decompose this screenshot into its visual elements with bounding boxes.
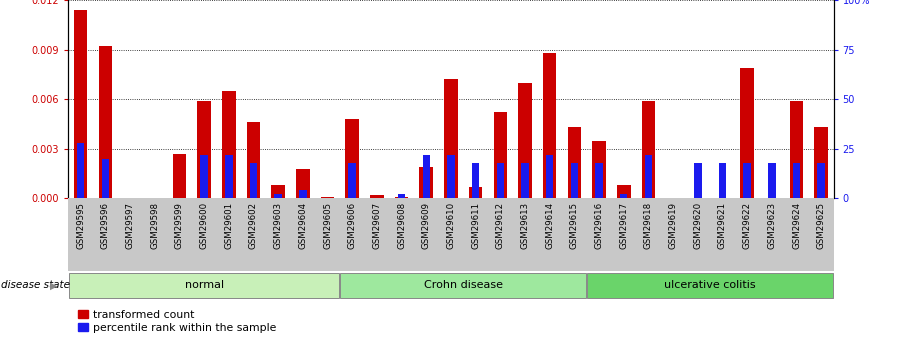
Text: GSM29616: GSM29616 [595,202,604,249]
Bar [543,53,557,198]
Bar [69,273,340,298]
Text: disease state: disease state [1,280,70,290]
Text: GSM29619: GSM29619 [669,202,678,249]
Bar [222,91,236,198]
Bar [423,155,430,198]
Bar [296,169,310,198]
Bar [645,155,652,198]
Text: GSM29613: GSM29613 [520,202,529,249]
Text: GSM29625: GSM29625 [817,202,825,249]
Text: GSM29596: GSM29596 [101,202,110,249]
Text: GSM29601: GSM29601 [224,202,233,249]
Text: GSM29605: GSM29605 [323,202,332,249]
Bar [768,162,775,198]
Bar [394,197,408,198]
Text: GSM29610: GSM29610 [446,202,456,249]
Bar [494,112,507,198]
Bar [588,273,833,298]
Bar [419,167,433,198]
Bar [546,155,553,198]
Bar [743,162,751,198]
Bar [592,140,606,198]
Bar [398,194,405,198]
Text: GSM29615: GSM29615 [570,202,578,249]
Bar [321,197,334,198]
Text: GSM29622: GSM29622 [742,202,752,249]
Bar [225,155,232,198]
Bar [370,195,384,198]
Bar [74,10,87,198]
Text: GSM29606: GSM29606 [348,202,357,249]
Bar [570,162,578,198]
Bar [345,119,359,198]
Bar [741,68,754,198]
Text: GSM29623: GSM29623 [767,202,776,249]
Bar [817,162,825,198]
Bar [521,162,528,198]
Bar [641,101,655,198]
Bar [250,162,257,198]
Bar [172,154,186,198]
Bar [98,46,112,198]
Text: GSM29608: GSM29608 [397,202,406,249]
Text: ▶: ▶ [50,280,57,290]
Bar [814,127,828,198]
Bar [694,162,701,198]
Bar [341,273,586,298]
Text: GSM29597: GSM29597 [126,202,135,249]
Text: GSM29595: GSM29595 [77,202,85,249]
Bar [447,155,455,198]
Bar [274,194,281,198]
Bar [472,162,479,198]
Text: GSM29620: GSM29620 [693,202,702,249]
Bar [349,162,356,198]
Bar [568,127,581,198]
Bar [790,101,804,198]
Text: GSM29609: GSM29609 [422,202,431,249]
Text: GSM29624: GSM29624 [792,202,801,249]
Bar [617,185,630,198]
Text: GSM29621: GSM29621 [718,202,727,249]
Bar [198,101,210,198]
Bar [595,162,603,198]
Bar [299,190,307,198]
Bar [469,187,483,198]
Bar [102,159,109,198]
Text: GSM29618: GSM29618 [644,202,653,249]
Text: GSM29600: GSM29600 [200,202,209,249]
Legend: transformed count, percentile rank within the sample: transformed count, percentile rank withi… [74,306,281,337]
Text: GSM29603: GSM29603 [273,202,282,249]
Text: GSM29614: GSM29614 [545,202,554,249]
Text: GSM29604: GSM29604 [298,202,307,249]
Bar [496,162,504,198]
Text: GSM29598: GSM29598 [150,202,159,249]
Text: Crohn disease: Crohn disease [424,280,503,290]
Text: GSM29617: GSM29617 [619,202,629,249]
Text: GSM29602: GSM29602 [249,202,258,249]
Bar [793,162,800,198]
Bar [518,83,532,198]
Text: GSM29607: GSM29607 [373,202,382,249]
Text: GSM29612: GSM29612 [496,202,505,249]
Text: normal: normal [185,280,224,290]
Text: GSM29611: GSM29611 [471,202,480,249]
Bar [445,79,457,198]
Bar [620,194,628,198]
Bar [247,122,261,198]
Bar [200,155,208,198]
Bar [719,162,726,198]
Text: ulcerative colitis: ulcerative colitis [664,280,756,290]
Bar [77,143,85,198]
Text: GSM29599: GSM29599 [175,202,184,249]
Bar [271,185,285,198]
